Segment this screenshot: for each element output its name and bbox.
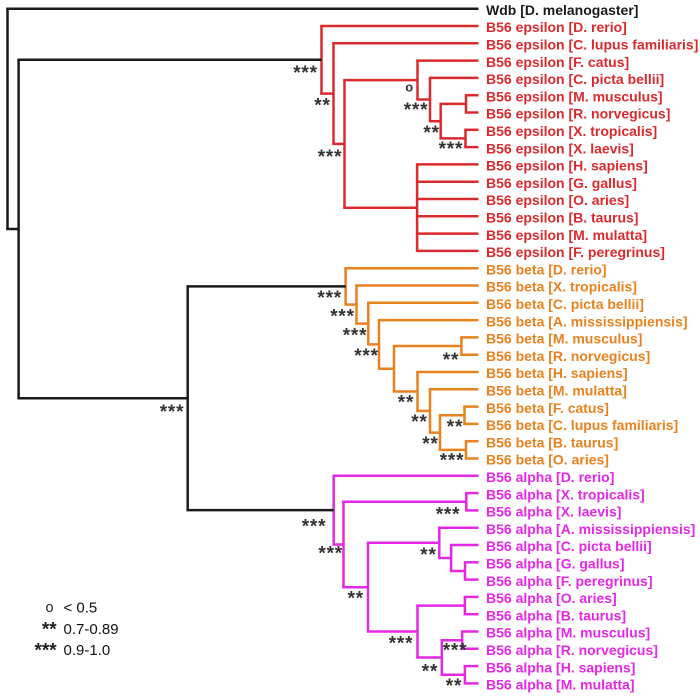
svg-text:***: *** [330,307,355,328]
svg-text:**: ** [422,661,438,682]
svg-text:B56 epsilon [M. mulatta]: B56 epsilon [M. mulatta] [486,227,647,243]
svg-text:B56 beta [A. mississippiensis]: B56 beta [A. mississippiensis] [486,313,688,329]
svg-text:B56 epsilon [B. taurus]: B56 epsilon [B. taurus] [486,210,638,226]
svg-text:B56 epsilon [M. musculus]: B56 epsilon [M. musculus] [486,88,663,104]
svg-text:B56 beta [O. aries]: B56 beta [O. aries] [486,452,609,468]
svg-text:o: o [405,79,413,94]
svg-text:B56 epsilon [G. gallus]: B56 epsilon [G. gallus] [486,175,637,191]
svg-text:**: ** [42,619,57,640]
svg-text:B56 beta [B. taurus]: B56 beta [B. taurus] [486,434,618,450]
svg-text:***: *** [318,543,343,564]
svg-text:Wdb [D. melanogaster]: Wdb [D. melanogaster] [486,2,638,18]
svg-text:B56 alpha [C. picta bellii]: B56 alpha [C. picta bellii] [486,538,652,554]
svg-text:B56 beta [D. rerio]: B56 beta [D. rerio] [486,261,607,277]
svg-text:***: *** [404,100,429,121]
svg-text:***: *** [443,640,468,661]
svg-text:**: ** [446,676,462,695]
svg-text:B56 epsilon [X. tropicalis]: B56 epsilon [X. tropicalis] [486,123,657,139]
svg-text:B56 epsilon [C. picta bellii]: B56 epsilon [C. picta bellii] [486,71,664,87]
svg-text:B56 beta [H. sapiens]: B56 beta [H. sapiens] [486,365,628,381]
svg-text:B56 beta [C. lupus familiaris]: B56 beta [C. lupus familiaris] [486,417,678,433]
svg-text:**: ** [422,434,438,455]
svg-text:B56 beta [C. picta bellii]: B56 beta [C. picta bellii] [486,296,644,312]
svg-text:***: *** [343,326,368,347]
svg-text:B56 alpha [M. musculus]: B56 alpha [M. musculus] [486,625,650,641]
svg-text:B56 beta [M. musculus]: B56 beta [M. musculus] [486,331,642,347]
svg-text:0.7-0.89: 0.7-0.89 [64,621,119,638]
svg-text:B56 epsilon [F. catus]: B56 epsilon [F. catus] [486,54,629,70]
svg-text:B56 epsilon [R. norvegicus]: B56 epsilon [R. norvegicus] [486,106,670,122]
svg-text:B56 epsilon [X. laevis]: B56 epsilon [X. laevis] [486,140,634,156]
svg-text:***: *** [439,139,464,160]
svg-text:B56 epsilon [D. rerio]: B56 epsilon [D. rerio] [486,19,627,35]
svg-text:**: ** [423,123,439,144]
svg-text:***: *** [318,147,343,168]
svg-text:B56 beta [M. mulatta]: B56 beta [M. mulatta] [486,383,627,399]
svg-text:B56 alpha [A. mississippiensis: B56 alpha [A. mississippiensis] [486,521,695,537]
svg-text:B56 alpha [R. norvegicus]: B56 alpha [R. norvegicus] [486,642,658,658]
svg-text:B56 alpha [X. tropicalis]: B56 alpha [X. tropicalis] [486,486,645,502]
svg-text:B56 beta [R. norvegicus]: B56 beta [R. norvegicus] [486,348,650,364]
svg-text:B56 alpha [G. gallus]: B56 alpha [G. gallus] [486,556,624,572]
svg-text:**: ** [314,95,330,116]
svg-text:B56 alpha [H. sapiens]: B56 alpha [H. sapiens] [486,659,635,675]
svg-text:**: ** [443,350,459,371]
svg-text:B56 epsilon [C. lupus familiar: B56 epsilon [C. lupus familiaris] [486,37,698,53]
svg-text:B56 alpha [X. laevis]: B56 alpha [X. laevis] [486,504,621,520]
svg-text:***: *** [436,504,461,525]
svg-text:B56 epsilon [F. peregrinus]: B56 epsilon [F. peregrinus] [486,244,665,260]
svg-text:B56 alpha [B. taurus]: B56 alpha [B. taurus] [486,607,626,623]
svg-text:< 0.5: < 0.5 [64,600,98,617]
svg-text:B56 alpha [F. peregrinus]: B56 alpha [F. peregrinus] [486,573,652,589]
svg-text:B56 epsilon [H. sapiens]: B56 epsilon [H. sapiens] [486,158,648,174]
svg-text:***: *** [354,346,379,367]
svg-text:B56 alpha [D. rerio]: B56 alpha [D. rerio] [486,469,614,485]
svg-text:***: *** [302,516,327,537]
svg-text:B56 beta [F. catus]: B56 beta [F. catus] [486,400,609,416]
svg-text:**: ** [348,589,364,610]
svg-text:B56 beta [X. tropicalis]: B56 beta [X. tropicalis] [486,279,637,295]
svg-text:B56 alpha [M. mulatta]: B56 alpha [M. mulatta] [486,677,635,693]
svg-text:**: ** [420,545,436,566]
svg-text:**: ** [398,392,414,413]
svg-text:***: *** [440,450,465,471]
svg-text:***: *** [389,633,414,654]
svg-text:***: *** [317,288,342,309]
svg-text:0.9-1.0: 0.9-1.0 [64,642,111,659]
svg-text:B56 epsilon [O. aries]: B56 epsilon [O. aries] [486,192,629,208]
svg-text:o: o [46,600,54,616]
svg-text:***: *** [293,63,318,84]
svg-text:***: *** [160,402,185,423]
svg-text:**: ** [411,412,427,433]
svg-text:B56 alpha [O. aries]: B56 alpha [O. aries] [486,590,617,606]
svg-text:**: ** [447,417,463,438]
svg-text:***: *** [35,641,58,662]
